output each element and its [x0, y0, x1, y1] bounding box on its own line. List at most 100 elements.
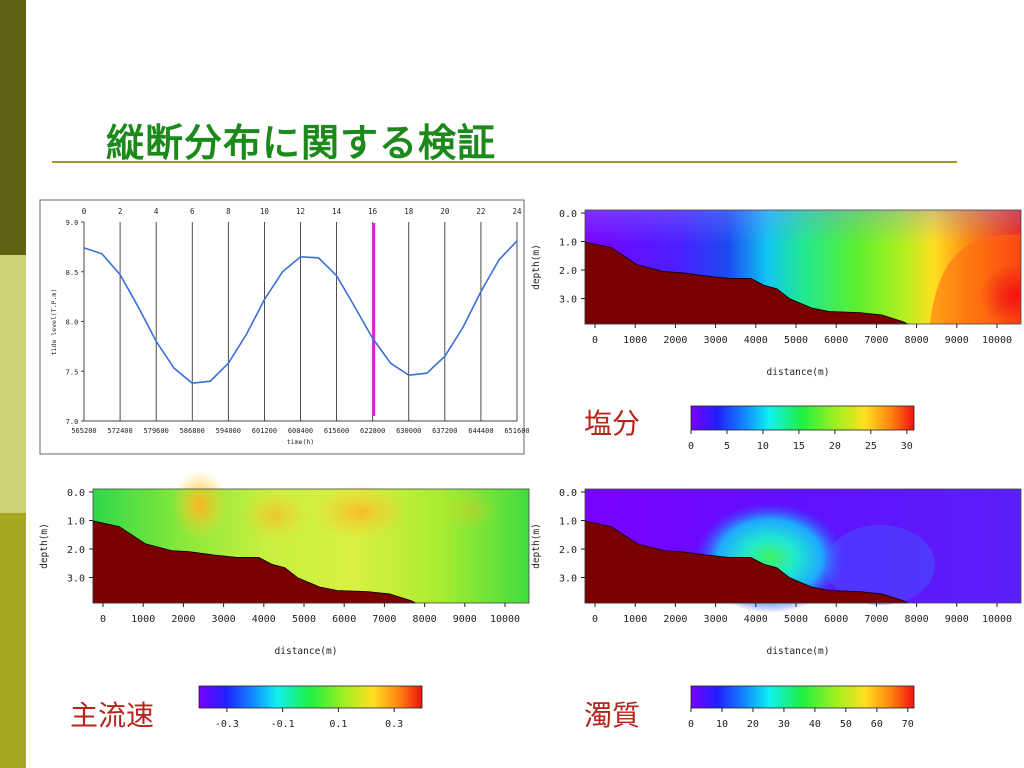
turbidity-x-tick-label: 9000 — [945, 614, 969, 625]
salinity-y-tick-label: 0.0 — [559, 209, 577, 220]
velocity-x-tick-label: 2000 — [171, 614, 195, 625]
salinity-y-tick-label: 3.0 — [559, 295, 577, 306]
sidebar-block-light — [0, 255, 26, 513]
velocity-x-tick-label: 4000 — [252, 614, 276, 625]
velocity-colorbar-tick-label: -0.3 — [215, 719, 239, 730]
turbidity-x-tick-label: 4000 — [744, 614, 768, 625]
velocity-field-frame — [92, 488, 530, 604]
velocity-colorbar-tick-label: -0.1 — [271, 719, 295, 730]
salinity-colorbar-tick-label: 30 — [901, 441, 913, 452]
slide-sidebar — [0, 0, 26, 768]
velocity-x-tick-label: 9000 — [453, 614, 477, 625]
velocity-x-tick-label: 5000 — [292, 614, 316, 625]
tide-chart-frame — [39, 199, 525, 455]
salinity-colorbar-tick-label: 5 — [724, 441, 730, 452]
velocity-x-tick-label: 3000 — [212, 614, 236, 625]
turbidity-colorbar-tick-label: 40 — [809, 719, 821, 730]
tide-bottom-tick-label: 594000 — [216, 427, 241, 435]
turbidity-y-axis-label: depth(m) — [531, 523, 542, 569]
velocity-x-tick-label: 6000 — [332, 614, 356, 625]
title-underline — [52, 161, 957, 163]
salinity-x-tick-label: 3000 — [704, 335, 728, 346]
tide-y-tick-label: 7.5 — [66, 368, 79, 376]
velocity-y-tick-label: 3.0 — [67, 574, 85, 585]
salinity-high-zone — [900, 210, 1021, 324]
velocity-x-axis-label: distance(m) — [275, 646, 338, 657]
tide-y-axis-label: tide level(T.P.m) — [50, 289, 58, 356]
salinity-seabed — [584, 241, 908, 325]
tide-top-tick-label: 20 — [440, 207, 450, 216]
tide-top-tick-label: 6 — [190, 207, 195, 216]
tide-top-tick-label: 24 — [512, 207, 522, 216]
tide-series-line — [83, 240, 518, 385]
turbidity-y-tick-label: 2.0 — [559, 545, 577, 556]
velocity-x-tick-label: 8000 — [413, 614, 437, 625]
turbidity-colorbar-tick-label: 20 — [747, 719, 759, 730]
velocity-colorbar-tick-label: 0.3 — [385, 719, 403, 730]
salinity-x-tick-label: 0 — [592, 335, 598, 346]
salinity-colorbar-tick-label: 25 — [865, 441, 877, 452]
tide-y-tick-label: 8.0 — [66, 319, 79, 327]
tide-bottom-tick-label: 644400 — [468, 427, 493, 435]
velocity-core-1 — [172, 470, 228, 540]
turbidity-x-tick-label: 10000 — [982, 614, 1012, 625]
turbidity-y-tick-label: 3.0 — [559, 574, 577, 585]
salinity-label: 塩分 — [584, 407, 641, 440]
salinity-x-tick-label: 2000 — [663, 335, 687, 346]
slide-title: 縦断分布に関する検証 — [106, 121, 497, 165]
tide-bottom-tick-label: 630000 — [396, 427, 421, 435]
tide-bottom-tick-label: 565200 — [71, 427, 96, 435]
velocity-x-tick-label: 7000 — [372, 614, 396, 625]
turbidity-x-tick-label: 5000 — [784, 614, 808, 625]
tide-bottom-tick-label: 601200 — [252, 427, 277, 435]
turbidity-colorbar — [690, 685, 915, 709]
salinity-colorbar-tick-label: 15 — [793, 441, 805, 452]
velocity-x-tick-label: 1000 — [131, 614, 155, 625]
salinity-x-tick-label: 9000 — [945, 335, 969, 346]
salinity-colorbar-tick-label: 20 — [829, 441, 841, 452]
velocity-core-2 — [240, 489, 310, 541]
turbidity-field-frame — [584, 488, 1022, 604]
velocity-core-3 — [310, 484, 410, 540]
turbidity-x-tick-label: 8000 — [905, 614, 929, 625]
sidebar-block-mid — [0, 513, 26, 768]
salinity-x-tick-label: 6000 — [824, 335, 848, 346]
sidebar-block-dark — [0, 0, 26, 255]
tide-bottom-tick-label: 579600 — [144, 427, 169, 435]
turbidity-colorbar-tick-label: 30 — [778, 719, 790, 730]
salinity-colorbar — [690, 405, 915, 431]
velocity-y-axis-label: depth(m) — [39, 523, 50, 569]
salinity-x-tick-label: 1000 — [623, 335, 647, 346]
tide-bottom-tick-label: 651600 — [504, 427, 529, 435]
tide-top-tick-label: 22 — [476, 207, 485, 216]
turbidity-x-tick-label: 3000 — [704, 614, 728, 625]
velocity-section-field — [92, 470, 529, 604]
tide-bottom-tick-label: 572400 — [107, 427, 132, 435]
turbidity-x-tick-label: 1000 — [623, 614, 647, 625]
turbidity-plume-tail — [825, 525, 935, 605]
tide-y-tick-label: 7.0 — [66, 418, 79, 426]
tide-bottom-tick-label: 586800 — [180, 427, 205, 435]
velocity-label: 主流速 — [70, 699, 155, 732]
turbidity-colorbar-tick-label: 70 — [902, 719, 914, 730]
turbidity-colorbar-tick-label: 50 — [840, 719, 852, 730]
turbidity-label: 濁質 — [584, 699, 641, 732]
salinity-x-axis-label: distance(m) — [767, 367, 830, 378]
tide-bottom-tick-label: 615600 — [324, 427, 349, 435]
tide-bottom-tick-label: 622800 — [360, 427, 385, 435]
velocity-x-tick-label: 0 — [100, 614, 106, 625]
velocity-core-4 — [440, 490, 500, 530]
turbidity-x-tick-label: 7000 — [864, 614, 888, 625]
tide-bottom-tick-label: 608400 — [288, 427, 313, 435]
turbidity-x-tick-label: 6000 — [824, 614, 848, 625]
tide-top-tick-label: 0 — [82, 207, 87, 216]
velocity-colorbar — [198, 685, 423, 709]
tide-top-tick-label: 18 — [404, 207, 414, 216]
tide-top-tick-label: 4 — [154, 207, 159, 216]
turbidity-x-tick-label: 0 — [592, 614, 598, 625]
turbidity-x-axis-label: distance(m) — [767, 646, 830, 657]
salinity-y-tick-label: 2.0 — [559, 266, 577, 277]
velocity-seabed — [92, 520, 416, 604]
tide-top-tick-label: 14 — [332, 207, 342, 216]
